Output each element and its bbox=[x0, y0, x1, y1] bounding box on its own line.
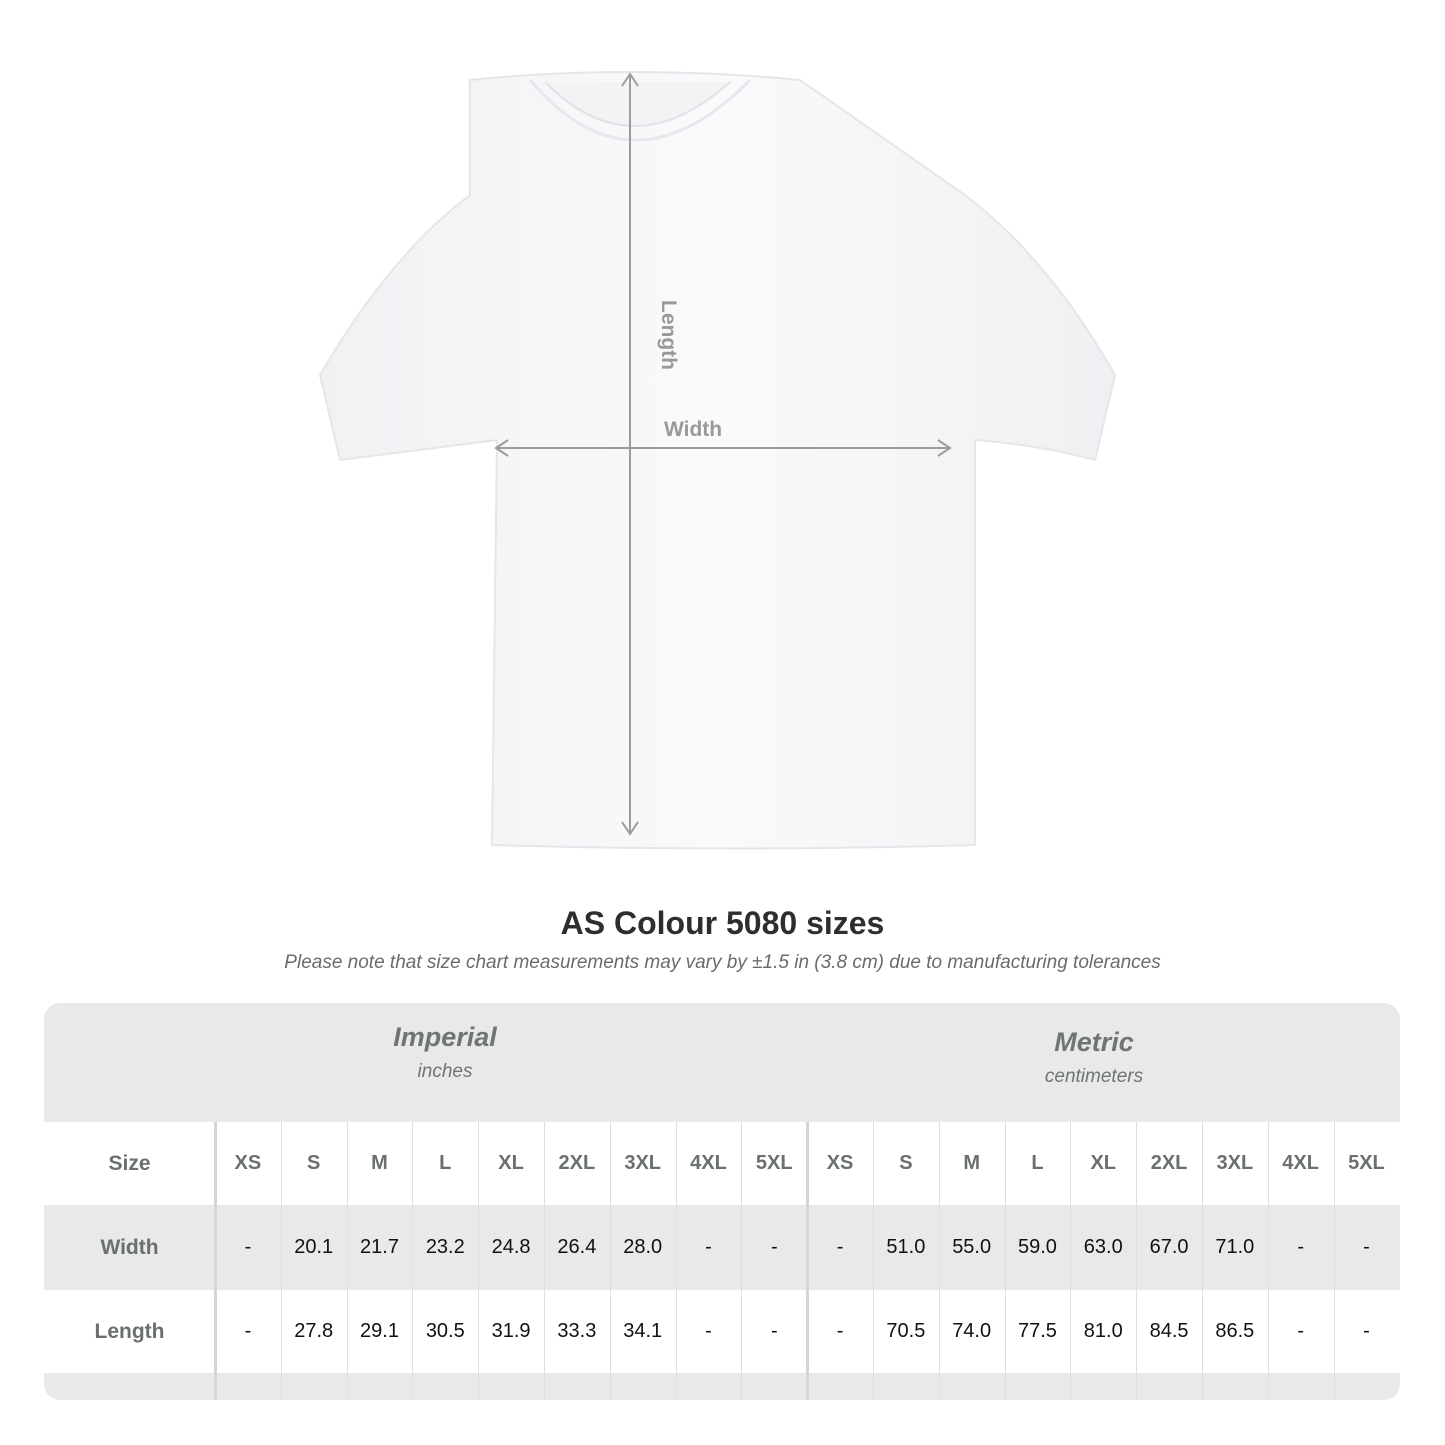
tolerance-note: Please note that size chart measurements… bbox=[284, 952, 1161, 973]
metric-unit: centimeters bbox=[1044, 1066, 1144, 1087]
imperial-cell: - bbox=[770, 1236, 778, 1258]
imperial-cell: 26.4 bbox=[557, 1236, 597, 1258]
metric-cell: - bbox=[1297, 1320, 1304, 1342]
imperial-cell: - bbox=[705, 1236, 712, 1258]
imperial-cell: 21.7 bbox=[360, 1236, 399, 1258]
metric-cell: 74.0 bbox=[952, 1320, 992, 1342]
imperial-cell: 23.2 bbox=[425, 1236, 465, 1258]
column-divider bbox=[938, 1122, 940, 1400]
imperial-cell: - bbox=[244, 1236, 252, 1258]
row-label: Size bbox=[108, 1151, 151, 1175]
metric-cell: 55.0 bbox=[952, 1236, 992, 1258]
row-label: Length bbox=[94, 1319, 165, 1343]
imperial-cell: - bbox=[244, 1320, 252, 1342]
metric-cell: 59.0 bbox=[1017, 1236, 1057, 1258]
imperial-cell: 3XL bbox=[624, 1152, 662, 1174]
row-label: Width bbox=[100, 1235, 159, 1259]
metric-cell: 86.5 bbox=[1215, 1320, 1255, 1342]
metric-cell: - bbox=[1297, 1236, 1304, 1258]
imperial-cell: 5XL bbox=[755, 1152, 793, 1174]
metric-cell: 70.5 bbox=[886, 1320, 926, 1342]
metric-cell: - bbox=[836, 1320, 844, 1342]
column-divider bbox=[544, 1122, 545, 1400]
imperial-cell: 2XL bbox=[558, 1152, 596, 1174]
metric-cell: S bbox=[899, 1152, 913, 1174]
metric-cell: 4XL bbox=[1282, 1152, 1319, 1174]
metric-cell: 81.0 bbox=[1083, 1320, 1123, 1342]
column-divider bbox=[609, 1122, 611, 1400]
column-divider bbox=[741, 1122, 743, 1400]
imperial-cell: 27.8 bbox=[294, 1320, 334, 1342]
imperial-cell: M bbox=[371, 1152, 388, 1174]
width-label: Width bbox=[664, 418, 723, 441]
metric-cell: - bbox=[1363, 1236, 1370, 1258]
imperial-cell: 29.1 bbox=[360, 1320, 399, 1342]
column-divider bbox=[478, 1122, 480, 1400]
metric-title: Metric bbox=[1054, 1027, 1134, 1057]
tshirt-illustration bbox=[318, 70, 1117, 850]
metric-header: Metric centimeters bbox=[864, 1003, 1324, 1122]
column-divider bbox=[1267, 1122, 1269, 1400]
imperial-unit: inches bbox=[417, 1061, 473, 1082]
imperial-cell: XS bbox=[234, 1152, 262, 1174]
table-header-band bbox=[44, 1003, 1400, 1122]
metric-cell: 71.0 bbox=[1215, 1236, 1255, 1258]
column-divider bbox=[1136, 1122, 1138, 1400]
metric-cell: 51.0 bbox=[886, 1236, 926, 1258]
metric-cell: 2XL bbox=[1150, 1152, 1188, 1174]
column-divider bbox=[1070, 1122, 1072, 1400]
table-row-width: Width - 20.1 21.7 23.2 24.8 26.4 28.0 - - - 51.0 55.… bbox=[44, 1205, 1400, 1290]
imperial-cell: 30.5 bbox=[425, 1320, 465, 1342]
imperial-cell: 4XL bbox=[690, 1152, 727, 1174]
row-band bbox=[44, 1373, 1400, 1400]
table-row-size: Size XS S M L XL 2XL 3XL 4XL 5XL XS S M L XL 2XL 3XL 4XL 5… bbox=[44, 1122, 1400, 1205]
metric-cell: 84.5 bbox=[1149, 1320, 1189, 1342]
imperial-cell: 20.1 bbox=[294, 1236, 334, 1258]
column-divider bbox=[346, 1122, 348, 1400]
metric-cell: 3XL bbox=[1216, 1152, 1254, 1174]
table-row-length: Length - 27.8 29.1 30.5 31.9 33.3 34.1 - - - 70.5 74… bbox=[44, 1290, 1400, 1373]
metric-cell: 5XL bbox=[1348, 1152, 1385, 1174]
size-table: Imperial inches Metric centimeters Size X… bbox=[44, 1003, 1400, 1400]
imperial-cell: - bbox=[705, 1320, 712, 1342]
column-divider bbox=[806, 1122, 810, 1400]
length-label: Length bbox=[657, 300, 680, 370]
row-band bbox=[44, 1205, 1400, 1290]
imperial-cell: 31.9 bbox=[491, 1320, 531, 1342]
imperial-cell: 34.1 bbox=[623, 1320, 663, 1342]
column-divider bbox=[280, 1122, 282, 1400]
metric-cell: - bbox=[1363, 1320, 1370, 1342]
column-divider bbox=[1202, 1122, 1203, 1400]
imperial-cell: S bbox=[307, 1152, 321, 1174]
column-divider bbox=[873, 1122, 874, 1400]
imperial-cell: 33.3 bbox=[557, 1320, 597, 1342]
imperial-cell: 24.8 bbox=[491, 1236, 531, 1258]
column-divider bbox=[1333, 1122, 1335, 1400]
chart-title: AS Colour 5080 sizes bbox=[560, 905, 885, 941]
metric-cell: 67.0 bbox=[1149, 1236, 1189, 1258]
metric-cell: M bbox=[963, 1152, 980, 1174]
imperial-cell: - bbox=[770, 1320, 778, 1342]
metric-cell: 77.5 bbox=[1017, 1320, 1057, 1342]
column-divider bbox=[1004, 1122, 1006, 1400]
metric-cell: 63.0 bbox=[1083, 1236, 1123, 1258]
column-divider bbox=[214, 1122, 217, 1400]
metric-cell: - bbox=[836, 1236, 844, 1258]
metric-cell: XL bbox=[1090, 1152, 1117, 1174]
column-divider bbox=[675, 1122, 677, 1400]
column-divider bbox=[412, 1122, 414, 1400]
metric-cell: L bbox=[1031, 1152, 1044, 1174]
imperial-header: Imperial inches bbox=[215, 1003, 675, 1117]
imperial-cell: 28.0 bbox=[623, 1236, 663, 1258]
imperial-cell: XL bbox=[498, 1152, 524, 1174]
imperial-title: Imperial bbox=[393, 1022, 497, 1052]
imperial-cell: L bbox=[439, 1152, 452, 1174]
metric-cell: XS bbox=[826, 1152, 854, 1174]
